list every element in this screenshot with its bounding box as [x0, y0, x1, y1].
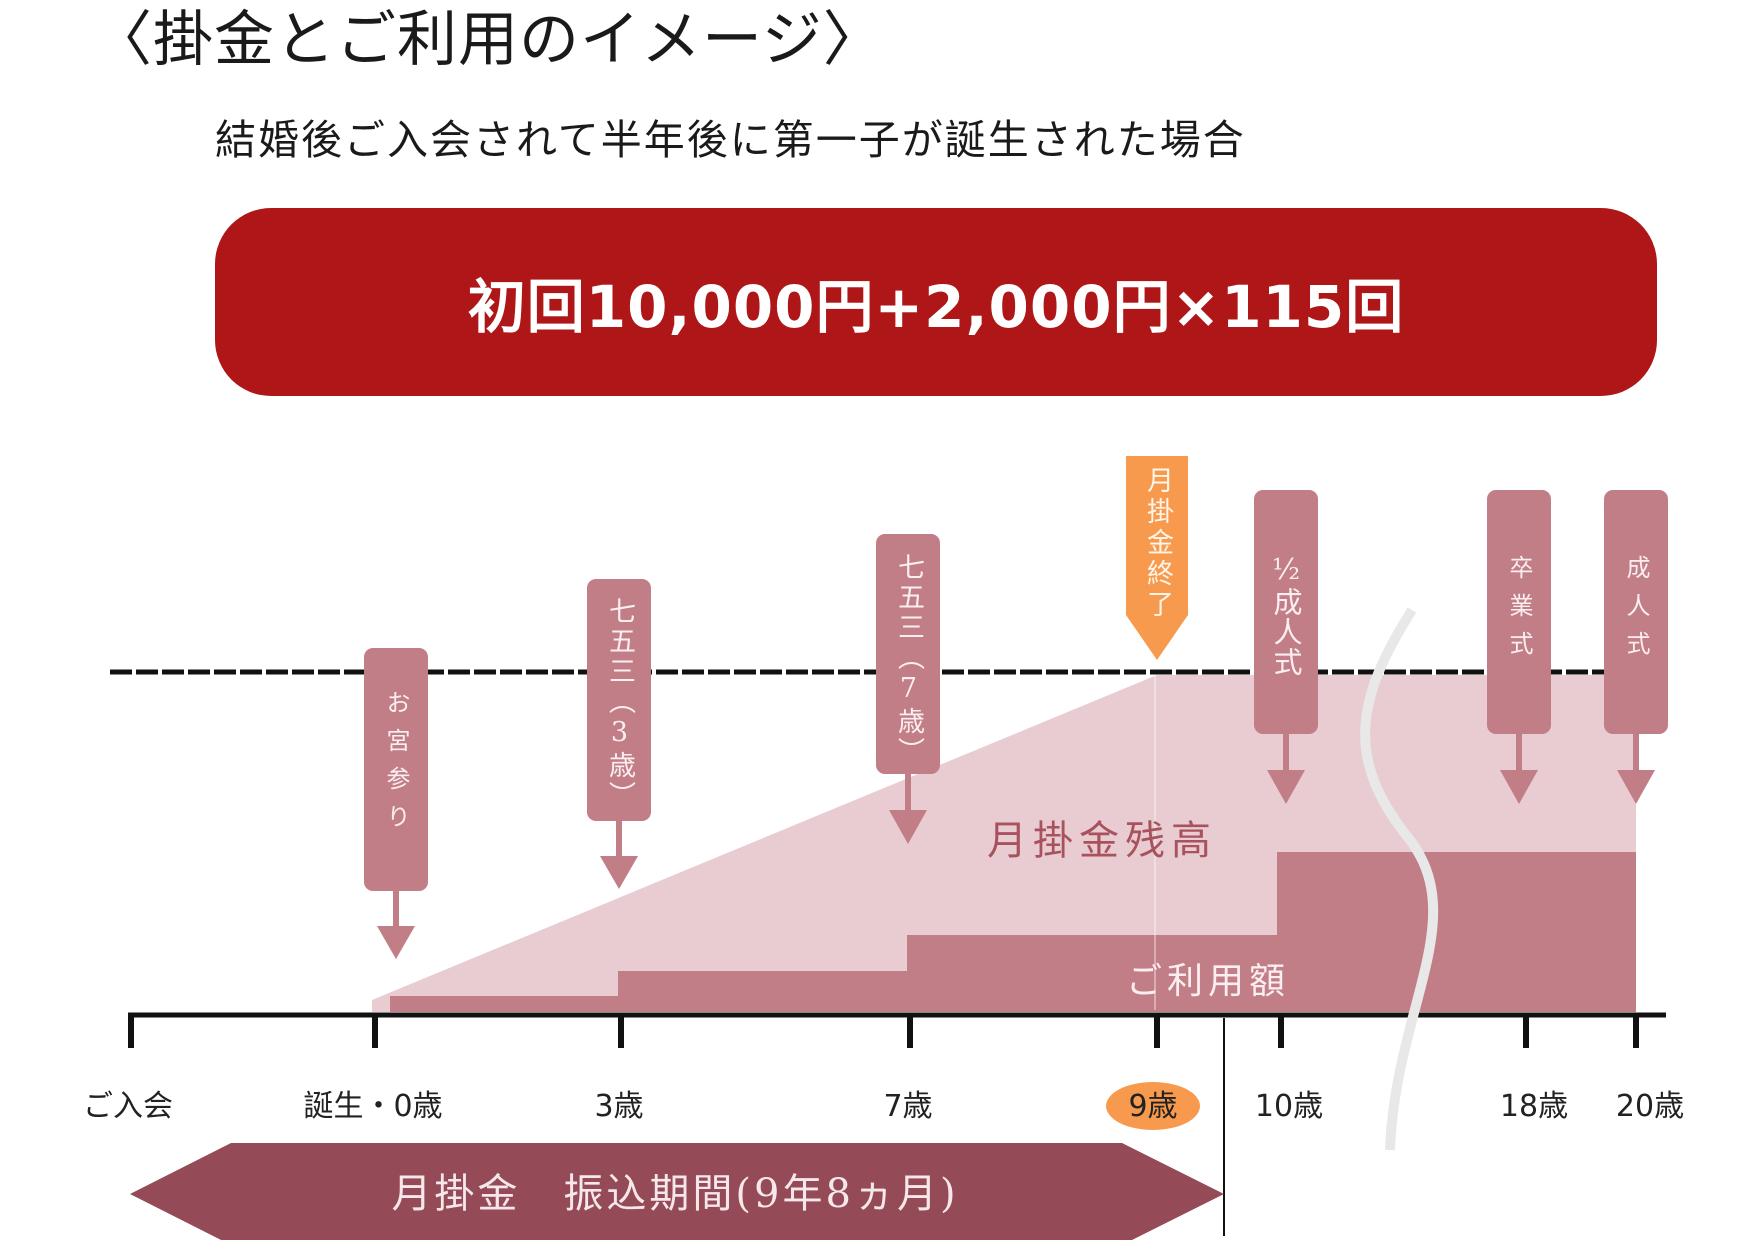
event-tag [876, 534, 940, 774]
axis-label-7: 7歳 [883, 1089, 932, 1124]
event-tag [1487, 490, 1551, 734]
event-tag [1604, 490, 1668, 734]
event-arrow-head [889, 810, 927, 844]
axis-label-10: 10歳 [1255, 1089, 1323, 1124]
event-arrow-head [1617, 770, 1655, 804]
event-label-adult: 成人式 [1622, 555, 1650, 669]
event-arrow-head [1267, 770, 1305, 804]
event-omiyamairi [364, 648, 428, 959]
axis-break-wave [1360, 607, 1439, 1151]
payment-period-arrow [130, 1143, 1224, 1240]
event-arrow-shaft [1516, 734, 1522, 770]
event-payment-end [1126, 456, 1188, 660]
event-label-half-adult: ½成人式 [1269, 552, 1303, 677]
event-label-graduation: 卒業式 [1505, 555, 1533, 669]
balance-area-label: 月掛金残高 [987, 818, 1217, 864]
axis-label-18: 18歳 [1500, 1089, 1568, 1124]
payment-period-label: 月掛金 振込期間(9年8ヵ月) [391, 1171, 958, 1217]
event-arrow-head [1500, 770, 1538, 804]
page-title: 〈掛金とご利用のイメージ〉 [92, 5, 884, 75]
axis-label-birth: 誕生・0歳 [303, 1089, 442, 1124]
event-arrow-shaft [616, 821, 622, 856]
event-label-payment-end: 月掛金終了 [1142, 466, 1173, 621]
payment-end-tag [1126, 456, 1188, 660]
payment-banner: 初回10,000円+2,000円×115回 [215, 208, 1657, 396]
axis-label-20: 20歳 [1616, 1089, 1684, 1124]
event-label-omiyamairi: お宮参り [382, 690, 410, 842]
event-arrow-shaft [393, 891, 399, 926]
event-shichigosan3 [587, 579, 651, 889]
axis-label-3: 3歳 [594, 1089, 643, 1124]
payment-banner-text: 初回10,000円+2,000円×115回 [467, 273, 1405, 341]
event-arrow-shaft [1283, 734, 1289, 770]
event-arrow-head [600, 856, 638, 889]
event-tag [1254, 490, 1318, 734]
event-tag [364, 648, 428, 891]
event-adult [1604, 490, 1668, 804]
event-tag [587, 579, 651, 821]
event-graduation [1487, 490, 1551, 804]
axis-label-join: ご入会 [83, 1089, 173, 1124]
axis-label-9: 9歳 [1128, 1089, 1177, 1124]
usage-area-label: ご利用額 [1126, 961, 1290, 1002]
usage-area [390, 852, 1636, 1012]
event-label-shichigosan3: 七五三（3歳） [604, 597, 635, 811]
age-9-highlight [1106, 1082, 1200, 1130]
axis-ticks [128, 1013, 1639, 1048]
page-subtitle: 結婚後ご入会されて半年後に第一子が誕生された場合 [215, 116, 1246, 164]
event-label-shichigosan7: 七五三（7歳） [893, 553, 924, 767]
event-shichigosan7 [876, 534, 940, 844]
event-arrow-shaft [905, 774, 911, 810]
event-half-adult [1254, 490, 1318, 804]
event-arrow-shaft [1633, 734, 1639, 770]
event-arrow-head [377, 926, 415, 959]
